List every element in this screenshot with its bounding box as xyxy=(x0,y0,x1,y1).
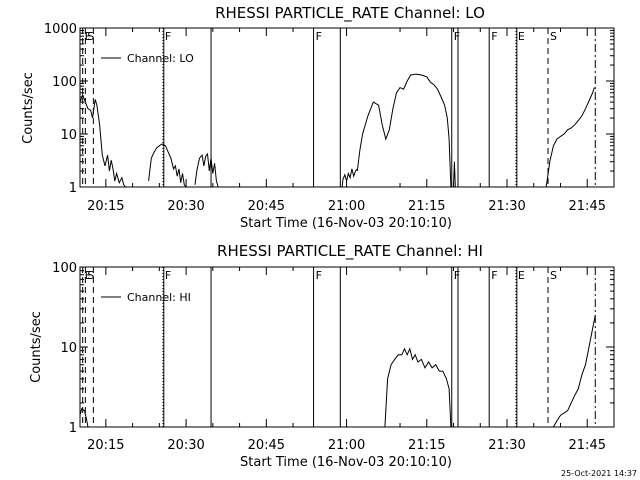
x-tick-label: 20:45 xyxy=(248,438,285,453)
x-tick-label: 21:00 xyxy=(328,199,365,214)
event-marker-label: E xyxy=(85,30,92,43)
event-marker-label: S xyxy=(550,30,557,43)
x-axis-label-hi: Start Time (16-Nov-03 20:10:10) xyxy=(240,455,452,470)
event-marker-label: F xyxy=(454,269,460,282)
series-line-segment xyxy=(79,93,126,188)
panel-lo: RHESSI PARTICLE_RATE Channel: LO Counts/… xyxy=(21,4,615,231)
x-tick-label: 21:15 xyxy=(408,438,445,453)
series-line-segment xyxy=(552,315,596,428)
x-tick-label: 21:15 xyxy=(408,199,445,214)
y-tick-label: 100 xyxy=(52,75,77,90)
y-axis-label-lo: Counts/sec xyxy=(21,72,36,144)
legend-label-lo: Channel: LO xyxy=(127,52,194,65)
x-tick-label: 20:45 xyxy=(248,199,285,214)
y-tick-label: 10 xyxy=(60,128,77,143)
x-tick-label: 20:15 xyxy=(87,438,124,453)
event-marker-label: E xyxy=(85,269,92,282)
event-marker-label: S xyxy=(550,269,557,282)
x-tick-label: 21:30 xyxy=(488,438,525,453)
event-marker-label: F xyxy=(491,30,497,43)
series-line-segment xyxy=(356,73,452,188)
legend-lo: Channel: LO xyxy=(101,52,194,65)
event-marker-label: F xyxy=(165,30,171,43)
series-line-segment xyxy=(384,347,452,428)
x-tick-label: 20:30 xyxy=(167,199,204,214)
x-tick-label: 21:00 xyxy=(328,438,365,453)
x-ticks-lo: 20:15 20:30 20:45 21:00 21:15 21:30 21:45 xyxy=(87,28,606,214)
y-tick-label: 100 xyxy=(52,261,77,276)
series-line-segment xyxy=(341,168,358,188)
legend-hi: Channel: HI xyxy=(101,291,191,304)
chart-title-lo: RHESSI PARTICLE_RATE Channel: LO xyxy=(215,4,485,23)
event-marker-label: F xyxy=(165,269,171,282)
x-tick-label: 21:30 xyxy=(488,199,525,214)
y-tick-label: 1 xyxy=(69,181,77,196)
x-tick-label: 20:30 xyxy=(167,438,204,453)
event-marker-label: F xyxy=(316,30,322,43)
x-tick-label: 21:45 xyxy=(569,199,606,214)
y-tick-label: 1 xyxy=(69,421,77,436)
legend-label-hi: Channel: HI xyxy=(127,291,191,304)
series-line-segment xyxy=(148,143,187,188)
event-marker-label: E xyxy=(518,30,525,43)
chart-title-hi: RHESSI PARTICLE_RATE Channel: HI xyxy=(217,242,483,261)
event-markers-lo: ES F F F F E S xyxy=(82,28,596,187)
series-line-segment xyxy=(545,87,595,188)
x-axis-label-lo: Start Time (16-Nov-03 20:10:10) xyxy=(240,216,452,231)
x-tick-label: 20:15 xyxy=(87,199,124,214)
series-lo xyxy=(79,73,595,188)
x-ticks-hi: 20:15 20:30 20:45 21:00 21:15 21:30 21:45 xyxy=(87,267,606,453)
x-tick-label: 21:45 xyxy=(569,438,606,453)
series-line-segment xyxy=(79,407,89,428)
event-marker-label: F xyxy=(491,269,497,282)
series-hi xyxy=(79,315,596,428)
y-tick-label: 1000 xyxy=(44,22,77,37)
series-line-segment xyxy=(194,152,219,188)
y-tick-label: 10 xyxy=(60,341,77,356)
event-marker-label: F xyxy=(454,30,460,43)
panel-hi: RHESSI PARTICLE_RATE Channel: HI Counts/… xyxy=(29,242,615,470)
series-line-segment xyxy=(453,161,456,188)
event-marker-label: S xyxy=(87,269,94,282)
footer-timestamp: 25-Oct-2021 14:37 xyxy=(561,469,637,478)
y-axis-label-hi: Counts/sec xyxy=(29,311,44,383)
y-ticks-hi: 1 10 100 xyxy=(52,261,614,436)
event-marker-label: E xyxy=(518,269,525,282)
y-ticks-lo: 1 10 100 1000 xyxy=(44,22,614,196)
event-marker-label: S xyxy=(87,30,94,43)
event-marker-label: F xyxy=(316,269,322,282)
